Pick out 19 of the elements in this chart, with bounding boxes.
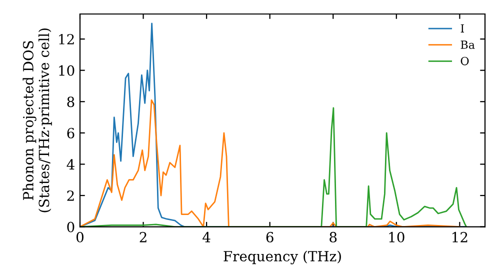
y-tick-label: 4 (66, 159, 74, 170)
legend-label: I (460, 24, 464, 32)
legend-label: O (460, 56, 469, 66)
y-tick-label: 6 (67, 128, 74, 138)
y-tick-label: 0 (67, 222, 74, 232)
x-tick-label: 0 (76, 232, 84, 242)
y-tick-label: 12 (59, 34, 74, 44)
x-tick-label: 4 (202, 232, 210, 242)
y-tick-label: 8 (67, 96, 74, 108)
x-tick-label: 2 (140, 232, 146, 242)
y-tick-label: 2 (67, 190, 74, 201)
x-tick-label: 12 (452, 232, 468, 242)
x-tick-label: 6 (266, 232, 274, 242)
y-axis-title: Phonon projected DOS (States/THz·primitive cell) (22, 28, 52, 212)
x-tick-label: 8 (330, 232, 337, 242)
x-axis-title: Frequency (THz) (224, 250, 341, 264)
x-tick-label: 10 (389, 232, 404, 242)
legend-label: Ba (460, 40, 475, 49)
y-tick-label: 10 (59, 65, 74, 76)
